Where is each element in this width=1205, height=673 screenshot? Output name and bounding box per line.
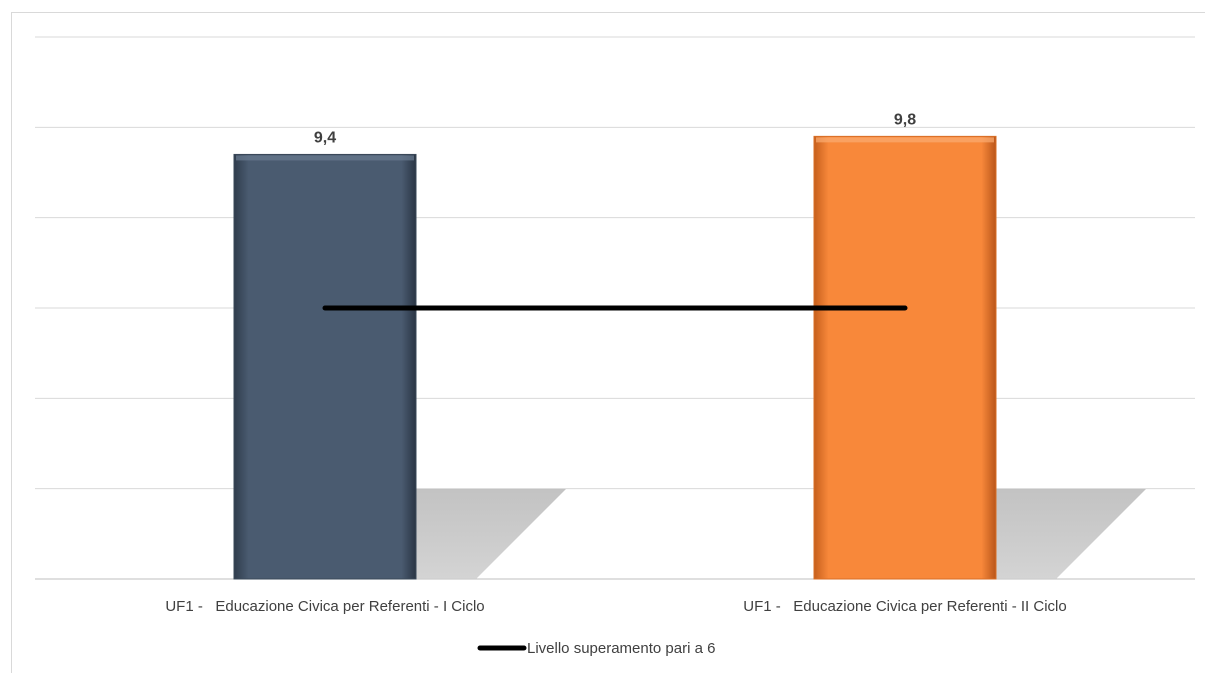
bar-shadow — [996, 489, 1146, 579]
bar-shadow — [416, 489, 566, 579]
bar-bevel — [816, 137, 994, 143]
category-label: UF1 - Educazione Civica per Referenti - … — [743, 598, 1066, 615]
data-label: 9,8 — [894, 111, 916, 128]
bar — [233, 153, 417, 580]
bar — [813, 135, 997, 580]
legend-label: Livello superamento pari a 6 — [527, 640, 715, 657]
labels: 9,4 UF1 - Educazione Civica per Referenti… — [165, 111, 1066, 615]
chart-frame — [11, 12, 1205, 673]
data-label: 9,4 — [314, 129, 336, 146]
category-label: UF1 - Educazione Civica per Referenti - … — [165, 598, 484, 615]
legend: Livello superamento pari a 6 — [477, 640, 715, 657]
bars — [233, 135, 997, 580]
bar-bevel — [236, 155, 414, 161]
bar-shadows — [416, 489, 1146, 579]
